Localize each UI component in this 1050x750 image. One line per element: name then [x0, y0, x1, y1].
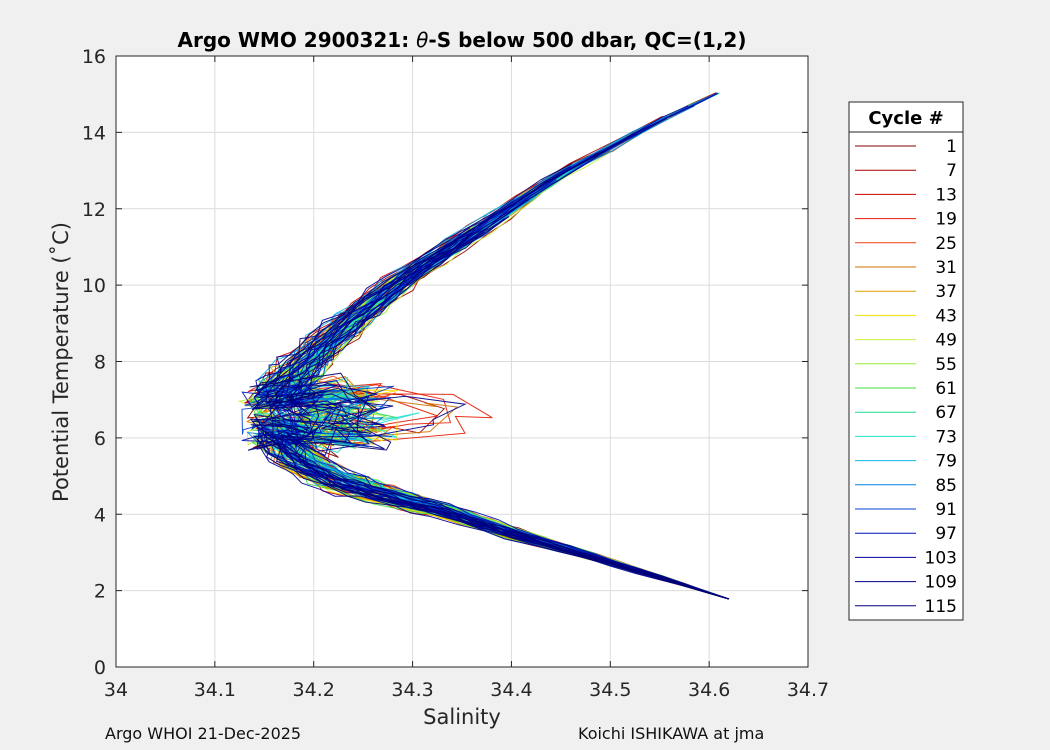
- x-tick-label: 34.1: [194, 679, 236, 701]
- legend-label: 7: [946, 161, 957, 181]
- legend-label: 1: [946, 137, 957, 157]
- legend-label: 55: [935, 355, 957, 375]
- x-tick-label: 34: [104, 679, 128, 701]
- footer-right-credit: Koichi ISHIKAWA at jma: [578, 724, 765, 743]
- x-tick-label: 34.3: [391, 679, 433, 701]
- x-tick-label: 34.7: [787, 679, 829, 701]
- legend-label: 85: [935, 476, 957, 496]
- profile-line-cycle-111: [254, 133, 730, 600]
- legend-label: 79: [935, 452, 957, 472]
- legend-label: 49: [935, 331, 957, 351]
- legend-label: 97: [935, 524, 957, 544]
- legend-label: 91: [935, 500, 957, 520]
- x-axis-label: Salinity: [423, 705, 501, 729]
- y-tick-label: 16: [82, 46, 106, 68]
- x-tick-label: 34.2: [293, 679, 335, 701]
- y-tick-label: 6: [94, 428, 106, 450]
- legend-label: 37: [935, 282, 957, 302]
- legend-entries: 1 7 13 19 25 31 37 43 49 55 61 67 73 79 85 91 97 103 109 11…: [855, 137, 957, 617]
- x-tick-label: 34.4: [490, 679, 532, 701]
- y-tick-label: 2: [94, 581, 106, 603]
- profile-line-cycle-115: [247, 216, 730, 600]
- y-tick-label: 8: [94, 352, 106, 374]
- y-tick-label: 12: [82, 199, 106, 221]
- x-tick-label: 34.6: [688, 679, 730, 701]
- axis-ticks: 34 34.1 34.2 34.3 34.4 34.5 34.6 34.7 0 2 4 6 8 10 12 1…: [82, 46, 829, 701]
- legend: Cycle # 1 7 13 19 25 31 37 43 49 55 61 67 73 79 85 91 97…: [848, 101, 964, 621]
- legend-label: 67: [935, 403, 957, 423]
- legend-label: 25: [935, 234, 957, 254]
- y-tick-label: 4: [94, 504, 106, 526]
- profile-line-cycle-110: [275, 199, 730, 600]
- plot-area: [237, 92, 730, 600]
- legend-label: 73: [935, 427, 957, 447]
- y-tick-label: 14: [82, 122, 106, 144]
- legend-label: 115: [925, 597, 957, 617]
- legend-label: 19: [935, 210, 957, 230]
- legend-label: 13: [935, 185, 957, 205]
- profile-line-cycle-114: [254, 228, 730, 600]
- y-tick-label: 0: [94, 657, 106, 679]
- legend-label: 31: [935, 258, 957, 278]
- legend-label: 43: [935, 306, 957, 326]
- legend-label: 109: [925, 573, 957, 593]
- x-tick-label: 34.5: [589, 679, 631, 701]
- profile-line-cycle-112: [252, 150, 730, 600]
- legend-label: 61: [935, 379, 957, 399]
- footer-left-credit: Argo WHOI 21-Dec-2025: [105, 724, 302, 743]
- y-tick-label: 10: [82, 275, 106, 297]
- y-axis-label: Potential Temperature (˚C): [49, 222, 73, 502]
- chart-title: Argo WMO 2900321: θ-S below 500 dbar, QC…: [178, 28, 747, 52]
- legend-label: 103: [925, 548, 957, 568]
- profile-line-cycle-113: [249, 163, 730, 600]
- legend-title: Cycle #: [868, 108, 943, 129]
